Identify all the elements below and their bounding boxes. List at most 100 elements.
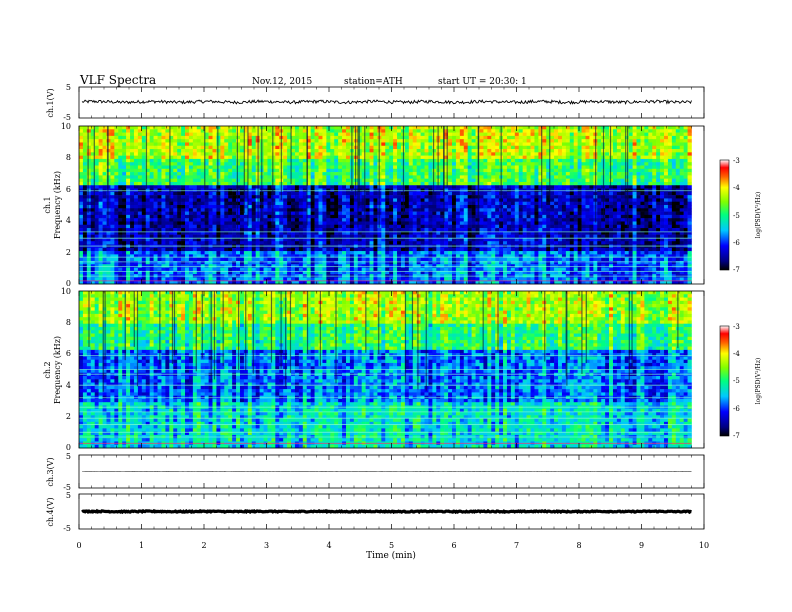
spectrogram-cell <box>110 214 115 219</box>
spectrogram-cell <box>581 168 586 173</box>
spectrogram-cell <box>345 126 351 130</box>
spectrogram-cell <box>361 205 366 209</box>
spectrogram-cell <box>287 152 292 156</box>
spectrogram-cell <box>609 205 614 209</box>
spectrogram-cell <box>534 211 539 216</box>
spectrogram-cell <box>345 185 351 189</box>
spectrogram-cell <box>483 162 488 166</box>
spectrogram-cell <box>679 129 684 133</box>
spectrogram-cell <box>200 152 205 156</box>
spectrogram-cell <box>569 165 575 170</box>
spectrogram-cell <box>530 224 535 229</box>
spectrogram-cell <box>397 188 402 193</box>
spectrogram-cell <box>526 211 531 216</box>
spectrogram-cell <box>318 152 323 156</box>
spectrogram-cell <box>420 208 425 212</box>
spectrogram-cell <box>306 178 311 183</box>
spectrogram-cell <box>236 135 241 140</box>
spectrogram-cell <box>408 214 414 219</box>
spectrogram-cell <box>90 152 96 156</box>
spectrogram-cell <box>196 228 202 232</box>
spectrogram-cell <box>577 178 582 183</box>
spectrogram-cell <box>514 191 520 196</box>
spectrogram-cell <box>389 198 394 203</box>
spectrogram-cell <box>94 181 99 186</box>
spectrogram-cell <box>530 198 535 203</box>
spectrogram-cell <box>98 205 103 209</box>
spectrogram-cell <box>534 198 539 203</box>
spectrogram-cell <box>459 162 465 166</box>
spectrogram-cell <box>267 132 272 137</box>
spectrogram-cell <box>526 142 531 147</box>
spectrogram-cell <box>149 224 154 229</box>
spectrogram-cell <box>664 165 669 170</box>
spectrogram-cell <box>165 191 170 196</box>
spectrogram-cell <box>609 175 614 179</box>
spectrogram-cell <box>145 145 150 150</box>
spectrogram-cell <box>683 185 688 189</box>
spectrogram-cell <box>149 214 154 219</box>
spectrogram-cell <box>612 211 618 216</box>
spectrogram-cell <box>90 172 96 176</box>
spectrogram-cell <box>573 181 578 186</box>
spectrogram-cell <box>683 168 688 173</box>
spectrogram-cell <box>463 132 469 137</box>
spectrogram-cell <box>522 155 527 160</box>
spectrogram-cell <box>616 205 622 209</box>
spectrogram-cell <box>495 129 500 133</box>
spectrogram-cell <box>267 168 272 173</box>
spectrogram-cell <box>542 201 547 206</box>
spectrogram-cell <box>479 158 484 163</box>
spectrogram-cell <box>204 142 209 147</box>
spectrogram-cell <box>514 218 520 222</box>
spectrogram-cell <box>605 211 610 216</box>
spectrogram-cell <box>110 211 115 216</box>
spectrogram-cell <box>589 168 594 173</box>
spectrogram-cell <box>298 211 304 216</box>
spectrogram-cell <box>624 195 629 199</box>
spectrogram-cell <box>546 172 551 176</box>
spectrogram-cell <box>239 228 245 232</box>
spectrogram-cell <box>495 145 500 150</box>
spectrogram-cell <box>334 162 339 166</box>
spectrogram-cell <box>534 205 539 209</box>
spectrogram-cell <box>302 145 308 150</box>
spectrogram-cell <box>506 205 512 209</box>
spectrogram-cell <box>224 152 229 156</box>
spectrogram-cell <box>581 126 586 130</box>
spectrogram-cell <box>149 132 154 137</box>
spectrogram-cell <box>565 139 571 143</box>
spectrogram-cell <box>495 195 500 199</box>
spectrogram-cell <box>228 205 233 209</box>
spectrogram-cell <box>287 168 292 173</box>
spectrogram-cell <box>326 139 331 143</box>
spectrogram-cell <box>620 178 626 183</box>
spectrogram-cell <box>145 152 150 156</box>
spectrogram-cell <box>287 191 292 196</box>
spectrogram-cell <box>514 181 520 186</box>
spectrogram-cell <box>369 155 374 160</box>
spectrogram-cell <box>605 181 610 186</box>
spectrogram-cell <box>675 185 681 189</box>
spectrogram-cell <box>463 145 469 150</box>
spectrogram-cell <box>538 126 543 130</box>
spectrogram-cell <box>228 221 233 226</box>
spectrogram-cell <box>675 201 681 206</box>
spectrogram-cell <box>628 191 633 196</box>
station-label: station=ATH <box>344 77 403 87</box>
spectrogram-cell <box>412 132 417 137</box>
spectrogram-cell <box>522 168 527 173</box>
spectrogram-cell <box>495 191 500 196</box>
spectrogram-cell <box>652 129 657 133</box>
spectrogram-cell <box>565 168 571 173</box>
spectrogram-cell <box>82 175 88 179</box>
spectrogram-cell <box>671 188 677 193</box>
spectrogram-cell <box>200 201 205 206</box>
spectrogram-cell <box>239 155 245 160</box>
spectrogram-cell <box>236 191 241 196</box>
spectrogram-cell <box>275 126 280 130</box>
spectrogram-cell <box>94 195 99 199</box>
spectrogram-cell <box>444 126 449 130</box>
spectrogram-cell <box>130 221 135 226</box>
spectrogram-cell <box>200 205 205 209</box>
